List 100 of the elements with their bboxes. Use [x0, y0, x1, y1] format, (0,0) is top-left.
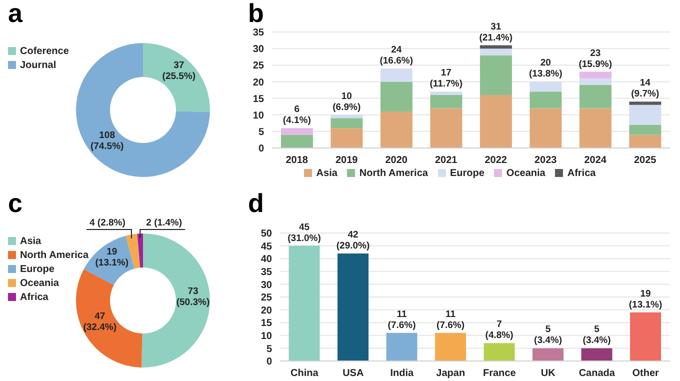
x-tick-label: 2023: [534, 155, 558, 166]
bar: [380, 112, 412, 148]
bar: [330, 128, 363, 148]
y-tick-label: 35: [252, 28, 264, 39]
legend-label: Africa: [567, 168, 596, 179]
bar: [579, 78, 612, 86]
legend-label: Europe: [20, 264, 54, 274]
legend-label: Oceania: [20, 278, 59, 288]
data-label: 108 (74.5%): [90, 130, 124, 152]
data-label: 4 (2.8%): [89, 218, 126, 228]
bar: [629, 104, 662, 125]
y-tick-label: 5: [266, 344, 272, 355]
total-label: 31 (21.4%): [479, 21, 513, 44]
bar: [480, 94, 512, 148]
data-label: 37 (25.5%): [162, 60, 196, 82]
y-tick-label: 45: [260, 241, 272, 252]
data-label: 73 (50.3%): [176, 286, 210, 308]
bar: [532, 348, 564, 361]
y-tick-label: 35: [260, 266, 272, 278]
legend-label: Asia: [316, 168, 338, 179]
x-tick-label: China: [290, 368, 319, 380]
data-label: 11 (7.6%): [388, 308, 416, 331]
legend-label: North America: [20, 250, 89, 260]
bar: [579, 72, 612, 78]
legend-label: Africa: [20, 292, 48, 302]
y-tick-label: 50: [260, 228, 272, 240]
x-tick-label: 2020: [385, 155, 408, 166]
bar: [480, 45, 512, 49]
x-tick-label: Other: [632, 368, 660, 380]
bar: [629, 134, 662, 148]
donut-slice: [76, 269, 142, 368]
y-tick-label: 10: [252, 110, 264, 122]
donut-slice: [143, 43, 210, 112]
x-tick-label: France: [482, 368, 516, 380]
x-tick-label: India: [390, 368, 414, 380]
y-tick-label: 25: [260, 292, 272, 304]
bar: [530, 108, 562, 148]
donut-slice: [137, 234, 143, 268]
total-label: 14 (9.7%): [631, 78, 660, 100]
legend-label: Europe: [450, 168, 484, 179]
legend-label: Coference: [20, 46, 69, 56]
data-label: 7 (4.8%): [485, 319, 514, 342]
bar: [280, 128, 313, 135]
legend-label: Journal: [20, 60, 56, 70]
bar: [338, 253, 369, 361]
y-tick-label: 0: [266, 356, 272, 368]
y-tick-label: 25: [252, 60, 264, 72]
x-tick-label: UK: [540, 368, 556, 380]
legend-label: North America: [359, 168, 428, 179]
bar: [630, 312, 662, 361]
chart-title: b: [248, 0, 264, 28]
data-label: 42 (29.0%): [336, 229, 370, 252]
bar: [386, 332, 418, 361]
bar: [579, 85, 612, 108]
bar: [430, 94, 462, 108]
y-tick-label: 40: [260, 254, 272, 266]
legend-label: Asia: [20, 236, 42, 246]
donut-slice: [142, 234, 210, 368]
data-label: 5 (3.4%): [534, 324, 562, 346]
bar: [430, 92, 462, 95]
donut-slice: [76, 43, 210, 177]
y-tick-label: 30: [252, 44, 264, 56]
bar: [435, 332, 466, 361]
data-label: 19 (13.1%): [628, 288, 662, 310]
x-tick-label: USA: [342, 368, 364, 380]
y-tick-label: 5: [258, 126, 264, 138]
bar: [330, 114, 363, 118]
bar: [480, 55, 512, 95]
chart-title: c: [8, 188, 22, 219]
x-tick-label: 2021: [435, 155, 458, 166]
y-tick-label: 20: [252, 77, 264, 88]
bar: [530, 82, 562, 92]
bar: [280, 134, 313, 148]
data-label: 11 (7.6%): [436, 308, 465, 331]
bar: [288, 246, 320, 361]
y-tick-label: 20: [260, 305, 272, 316]
bar: [430, 108, 462, 148]
total-label: 24 (16.6%): [380, 44, 414, 66]
y-tick-label: 15: [252, 94, 264, 105]
total-label: 10 (6.9%): [332, 90, 361, 113]
data-label: 5 (3.4%): [582, 324, 611, 346]
bar: [380, 68, 412, 82]
total-label: 17 (11.7%): [430, 68, 462, 90]
data-label: 19 (13.1%): [95, 246, 129, 268]
total-label: 6 (4.1%): [282, 104, 311, 126]
bar: [530, 92, 562, 108]
bar: [330, 118, 363, 128]
bar: [380, 82, 412, 112]
bar: [579, 108, 612, 148]
x-tick-label: Japan: [436, 368, 466, 380]
y-tick-label: 0: [258, 144, 264, 155]
bar: [581, 348, 612, 361]
y-tick-label: 15: [260, 318, 272, 330]
legend-label: Oceania: [506, 168, 546, 179]
x-tick-label: 2019: [336, 155, 358, 166]
chart-title: d: [248, 188, 264, 219]
chart-title: a: [8, 0, 22, 29]
x-tick-label: 2025: [634, 155, 657, 166]
bar: [629, 124, 662, 135]
x-tick-label: 2024: [584, 155, 607, 166]
